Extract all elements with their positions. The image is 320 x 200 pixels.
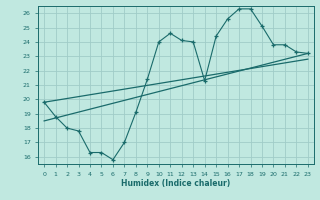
X-axis label: Humidex (Indice chaleur): Humidex (Indice chaleur) [121, 179, 231, 188]
